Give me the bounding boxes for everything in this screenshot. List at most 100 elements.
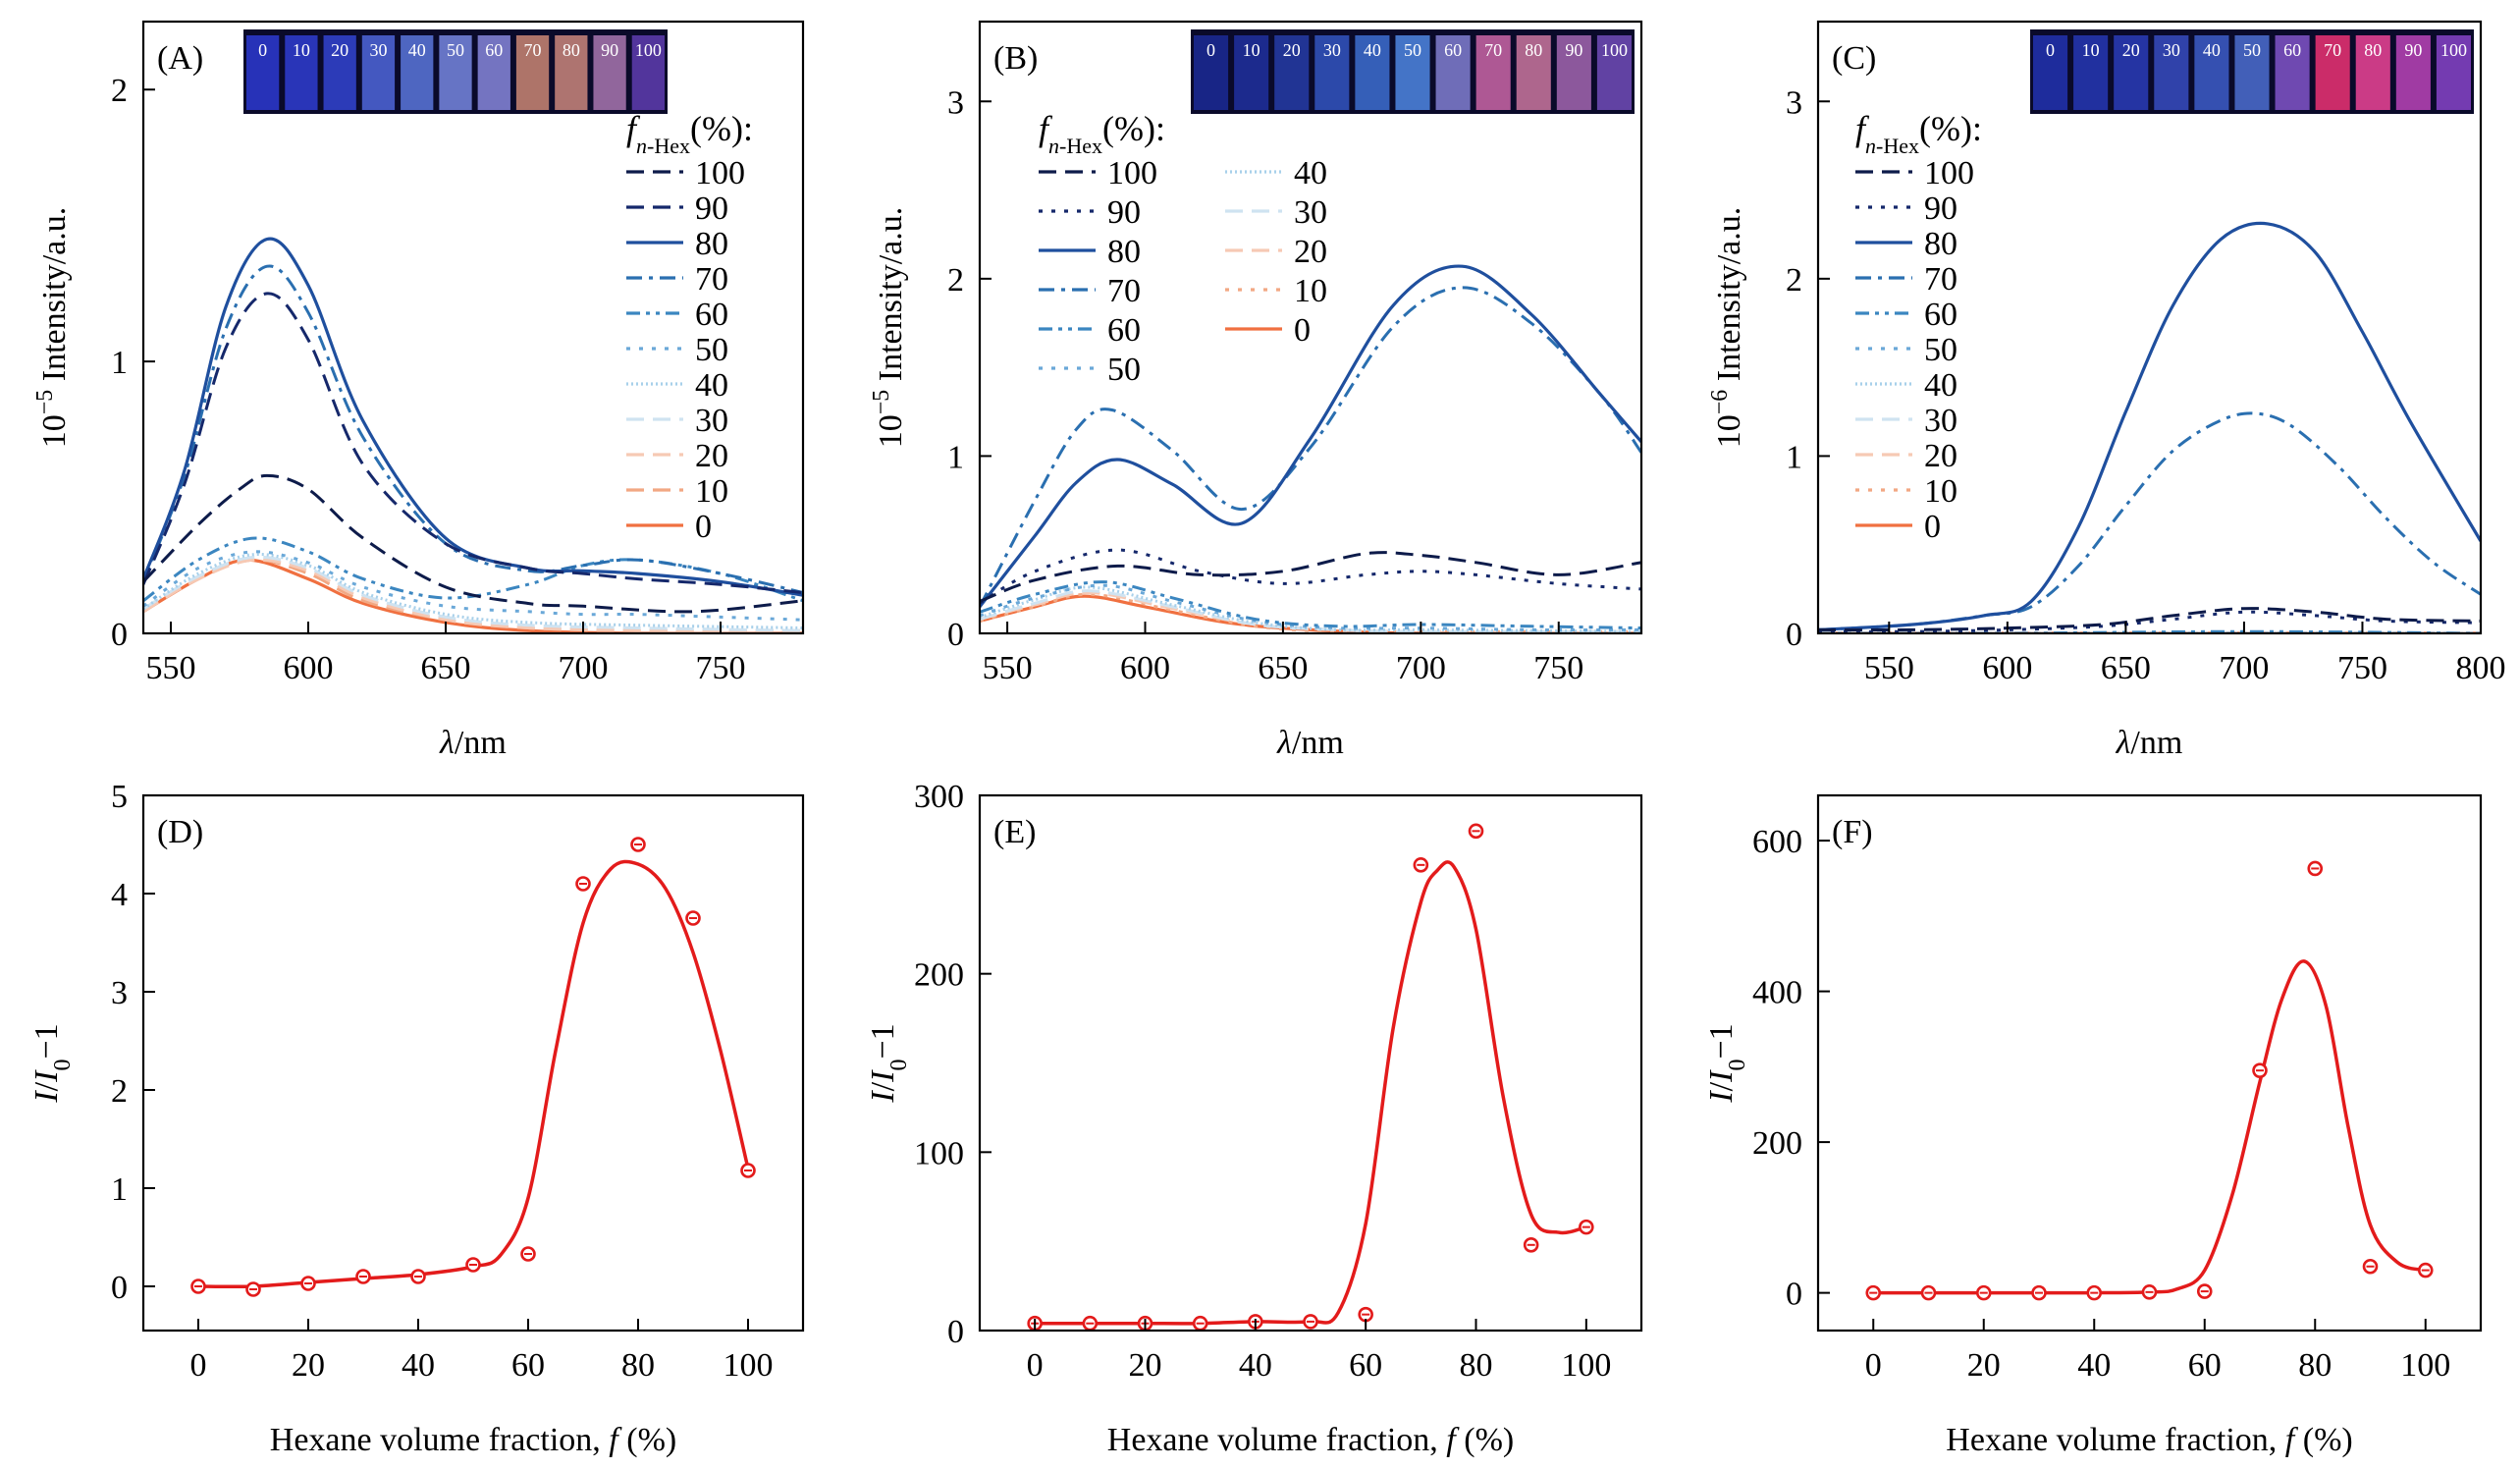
x-tick-label: 80 [2298,1347,2332,1384]
legend-label-10: 10 [1294,273,1327,309]
legend-label-100: 100 [1107,155,1157,191]
x-tick-label: 600 [1120,650,1170,686]
photo-strip: 0 10 20 30 40 50 60 70 80 90 100 [243,29,668,114]
y-tick-label: 1 [1786,439,1802,475]
vial-swatch [361,35,396,110]
vial-label: 70 [2324,40,2341,60]
x-tick-label: 600 [284,650,334,686]
x-axis-title: Hexane volume fraction, f (%) [1946,1422,2352,1458]
series-line-60 [143,536,803,603]
panel-e: 0 20 40 60 80 100 0 100 200 300 (E) Hexane volume f… [865,779,1643,1458]
legend-label-30: 30 [1294,194,1327,231]
series-line-50 [980,583,1641,632]
vial-swatch [555,35,588,110]
y-tick-label: 200 [914,957,964,994]
vial-swatch [631,35,665,110]
y-axis-title: I/I0−1 [28,1023,76,1103]
plot-frame [978,20,1643,635]
y-tick-label: 3 [947,84,964,121]
vial-swatch [246,35,280,110]
x-tick-label: 750 [1533,650,1583,686]
y-tick-label: 1 [111,345,128,381]
series-line-100 [980,551,1641,603]
panel-f: 0 20 40 60 80 100 0 200 400 600 (F) Hexane volume f… [1703,793,2483,1458]
x-tick-label: 800 [2456,650,2506,686]
vial-swatch [1475,35,1511,110]
series-line-10 [980,592,1641,633]
vial-swatch [2315,35,2350,110]
vial-label: 50 [2243,40,2261,60]
y-tick-label: 2 [1786,262,1802,299]
vial-label: 60 [485,40,503,60]
vial-label: 90 [601,40,618,60]
x-tick-label: 750 [696,650,746,686]
y-tick-label: 400 [1752,975,1802,1011]
legend-label-20: 20 [695,438,728,474]
plot-frame [141,20,805,635]
y-tick-label: 600 [1752,824,1802,860]
legend-label-30: 30 [695,403,728,439]
legend-label-50: 50 [1924,332,1957,368]
y-tick-label: 200 [1752,1125,1802,1162]
x-tick-label: 60 [2188,1347,2222,1384]
vial-swatch [2073,35,2109,110]
y-tick-label: 0 [947,1314,964,1350]
panel-d: 0 20 40 60 80 100 0 1 2 3 4 5 (D) Hexane volume fract… [28,779,805,1458]
y-tick-label: 0 [111,617,128,653]
y-tick-label: 1 [111,1171,128,1208]
x-tick-label: 60 [511,1347,545,1384]
x-tick-label: 550 [146,650,196,686]
vial-label: 90 [2404,40,2422,60]
x-tick-label: 40 [2077,1347,2111,1384]
vial-label: 0 [2046,40,2055,60]
vial-label: 0 [258,40,267,60]
vial-swatch [439,35,472,110]
y-tick-label: 2 [111,73,128,109]
vial-swatch [477,35,510,110]
vial-swatch [2194,35,2229,110]
fit-curve [197,859,750,1289]
y-tick-label: 2 [111,1073,128,1110]
vial-label: 100 [1601,40,1628,60]
series-line-60 [1818,629,2481,633]
y-tick-label: 0 [1786,1277,1802,1313]
legend-label-0: 0 [1924,509,1941,545]
x-tick-label: 650 [2101,650,2151,686]
vial-swatch [2436,35,2471,110]
x-tick-label: 650 [1258,650,1308,686]
legend-label-90: 90 [1107,194,1141,231]
legend-label-60: 60 [1107,312,1141,349]
vial-swatch [515,35,550,110]
series-line-80 [980,264,1641,608]
x-tick-label: 20 [1967,1347,2001,1384]
x-tick-label: 0 [1865,1347,1882,1384]
legend-label-0: 0 [1294,312,1311,349]
vial-label: 10 [1243,40,1260,60]
x-tick-label: 80 [621,1347,655,1384]
legend-label-10: 10 [1924,473,1957,510]
x-tick-label: 60 [1349,1347,1382,1384]
series-line-100 [1818,607,2481,632]
legend-title: fn-Hex(%): [1039,109,1165,158]
legend-label-90: 90 [695,190,728,227]
legend-label-0: 0 [695,509,712,545]
series-line-0 [980,594,1641,633]
x-tick-label: 100 [724,1347,774,1384]
x-axis-title: λ/nm [439,725,507,761]
y-axis-title: 10−5 Intensity/a.u. [869,207,909,449]
vial-label: 0 [1206,40,1215,60]
x-tick-label: 20 [292,1347,325,1384]
legend-label-90: 90 [1924,190,1957,227]
legend-label-40: 40 [1294,155,1327,191]
vial-swatch [2033,35,2068,110]
y-tick-label: 4 [111,877,128,913]
fit-curve [1873,959,2427,1295]
vial-swatch [1274,35,1310,110]
vial-swatch [2355,35,2390,110]
vial-label: 100 [2440,40,2467,60]
x-tick-label: 700 [559,650,609,686]
y-tick-label: 300 [914,779,964,815]
x-axis-title: λ/nm [2116,725,2183,761]
x-tick-label: 550 [983,650,1033,686]
x-tick-label: 700 [1396,650,1446,686]
